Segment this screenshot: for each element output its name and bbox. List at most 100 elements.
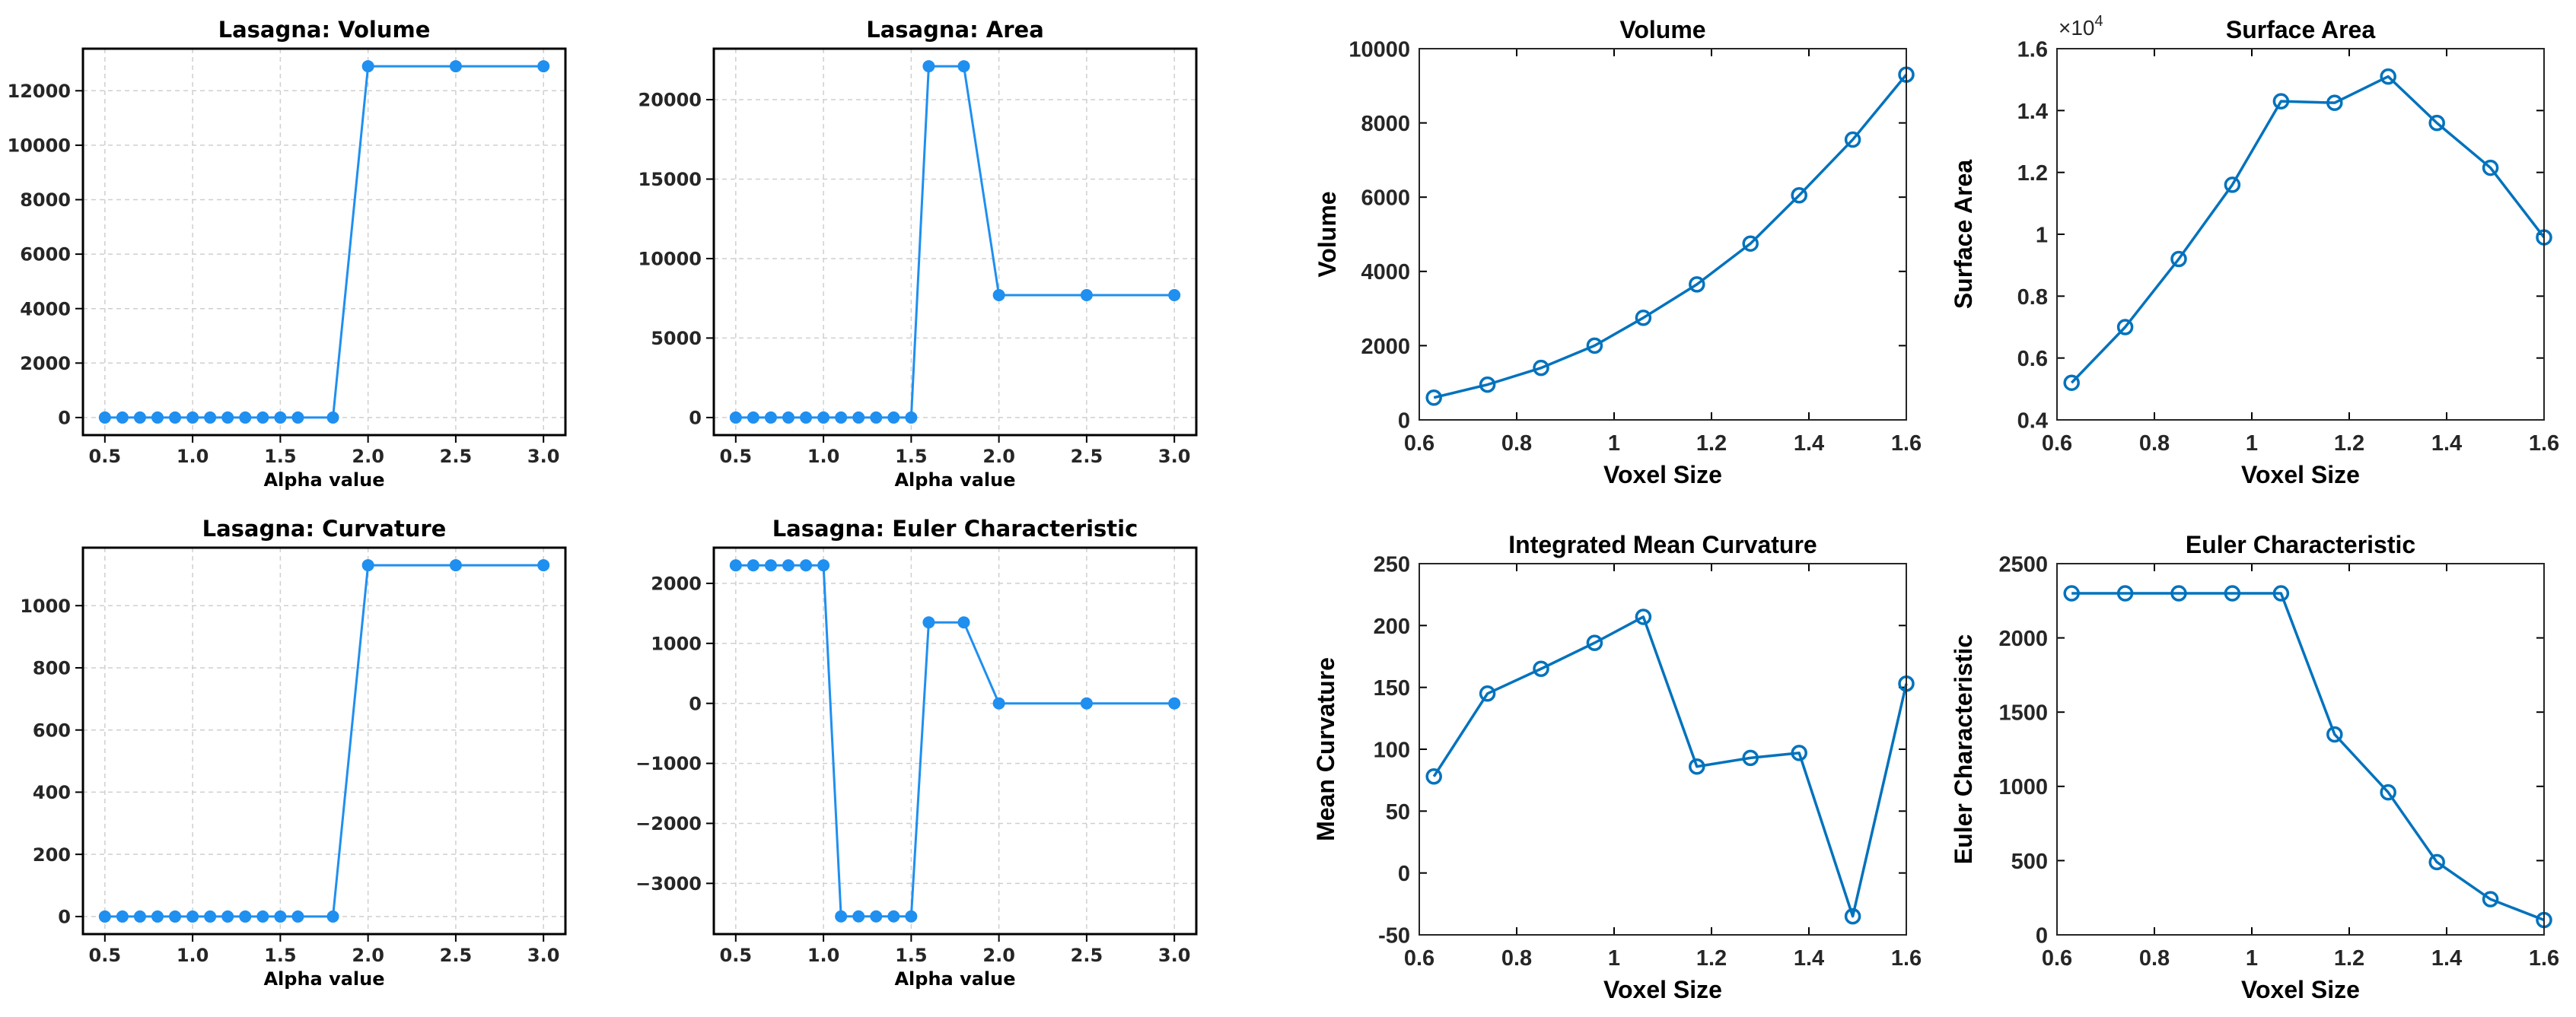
x-tick-label: 1.2 <box>1696 946 1727 971</box>
x-axis-label: Alpha value <box>894 469 1015 491</box>
data-point <box>98 910 111 923</box>
data-point <box>870 910 883 923</box>
y-tick-label: 100 <box>1374 738 1410 762</box>
data-point <box>905 411 918 424</box>
data-point <box>1425 389 1442 406</box>
data-point <box>1689 276 1705 293</box>
x-tick-label: 2.0 <box>982 945 1015 966</box>
x-tick-label: 0.8 <box>2139 946 2170 971</box>
data-point <box>256 910 269 923</box>
data-point <box>817 559 830 572</box>
x-tick-label: 1.2 <box>2334 946 2364 971</box>
y-tick-label: −3000 <box>635 873 702 895</box>
x-tick-label: 0.5 <box>89 446 122 467</box>
x-tick-label: 0.6 <box>2042 946 2072 971</box>
data-point <box>2170 585 2187 602</box>
x-tick-label: 1.2 <box>1696 431 1727 456</box>
data-point <box>1586 634 1603 651</box>
y-tick-label: 0 <box>689 693 702 714</box>
data-point <box>2272 93 2290 110</box>
chart-4: 0.5 1.0 1.5 2.0 2.5 3.0 −3000 −2000 −1000 0 1000 20… <box>635 516 1198 990</box>
x-tick-label: 2.0 <box>352 446 384 467</box>
plot-area <box>714 49 1196 435</box>
axes-frame <box>1419 48 1907 421</box>
y-tick-label: 4000 <box>1361 260 1410 284</box>
plot-area <box>714 548 1196 934</box>
y-tick-label: 600 <box>33 720 71 741</box>
x-tick-label: 0.5 <box>720 446 753 467</box>
series-line <box>735 564 1175 918</box>
axes-frame <box>712 47 1198 437</box>
data-point <box>992 289 1005 302</box>
data-point <box>133 910 146 923</box>
y-tick-label: 1500 <box>1998 701 2048 726</box>
data-point <box>1742 749 1759 767</box>
x-tick-label: 2.5 <box>440 446 473 467</box>
data-point <box>151 411 164 424</box>
data-point <box>1479 376 1496 393</box>
plot-area <box>1419 49 1906 420</box>
data-point <box>1586 337 1603 354</box>
plot-area <box>83 548 565 934</box>
x-tick-label: 1 <box>1608 431 1620 456</box>
x-tick-label: 0.5 <box>720 945 753 966</box>
data-point <box>1791 187 1807 204</box>
chart-5: 0.6 0.8 1 1.2 1.4 1.6 0 2000 4000 6000 8000 10000 Vo… <box>1313 16 1922 488</box>
data-point <box>835 910 848 923</box>
data-point <box>239 910 252 923</box>
data-point <box>852 411 865 424</box>
y-tick-label: 800 <box>33 658 71 679</box>
data-point <box>922 616 935 629</box>
y-tick-label: 0 <box>1398 408 1410 433</box>
data-point <box>1689 758 1705 775</box>
data-point <box>449 559 462 572</box>
y-tick-label: 10000 <box>638 249 702 270</box>
data-point <box>2063 374 2080 391</box>
x-tick-label: 1.6 <box>1891 431 1922 456</box>
data-point <box>747 411 759 424</box>
chart-title: Integrated Mean Curvature <box>1508 531 1817 558</box>
data-point <box>2224 585 2241 602</box>
data-point <box>729 411 742 424</box>
x-tick-label: 0.6 <box>1404 946 1434 971</box>
data-point <box>151 910 164 923</box>
y-tick-label: 200 <box>33 844 71 866</box>
x-tick-label: 0.8 <box>2139 431 2170 456</box>
x-tick-label: 3.0 <box>1158 446 1191 467</box>
axis-multiplier: ×104 <box>2059 13 2103 40</box>
data-point <box>1533 660 1549 678</box>
y-tick-label: 0.6 <box>2017 347 2048 371</box>
data-point <box>361 559 374 572</box>
data-point <box>361 60 374 73</box>
data-point <box>537 559 550 572</box>
data-point <box>186 910 199 923</box>
x-tick-label: 1 <box>1608 946 1620 971</box>
axes-frame <box>2056 563 2545 936</box>
data-point <box>1844 907 1861 925</box>
data-point <box>256 411 269 424</box>
x-tick-label: 2.5 <box>1071 945 1103 966</box>
data-point <box>887 411 900 424</box>
data-point <box>274 910 287 923</box>
y-axis-label: Surface Area <box>1950 160 1977 309</box>
x-tick-label: 0.6 <box>1404 431 1434 456</box>
y-axis-label: Mean Curvature <box>1312 657 1339 841</box>
axes-frame <box>81 546 567 936</box>
y-tick-label: 2000 <box>1998 627 2048 651</box>
x-axis-label: Alpha value <box>263 968 384 990</box>
y-tick-label: 1.4 <box>2017 100 2048 124</box>
y-tick-label: 0 <box>58 907 71 928</box>
y-axis-label: Volume <box>1313 191 1341 277</box>
data-point <box>449 60 462 73</box>
data-point <box>2326 94 2343 111</box>
chart-title: Volume <box>1619 16 1705 43</box>
x-axis-label: Alpha value <box>263 469 384 491</box>
plot-area <box>2057 564 2544 935</box>
chart-7: 0.6 0.8 1 1.2 1.4 1.6 -50 0 50 100 150 200 250 Integr… <box>1312 531 1922 1003</box>
x-tick-label: 1.0 <box>807 446 840 467</box>
data-point <box>1168 697 1181 710</box>
data-point <box>957 616 970 629</box>
y-tick-label: 250 <box>1374 552 1410 577</box>
y-tick-label: 0 <box>689 408 702 429</box>
